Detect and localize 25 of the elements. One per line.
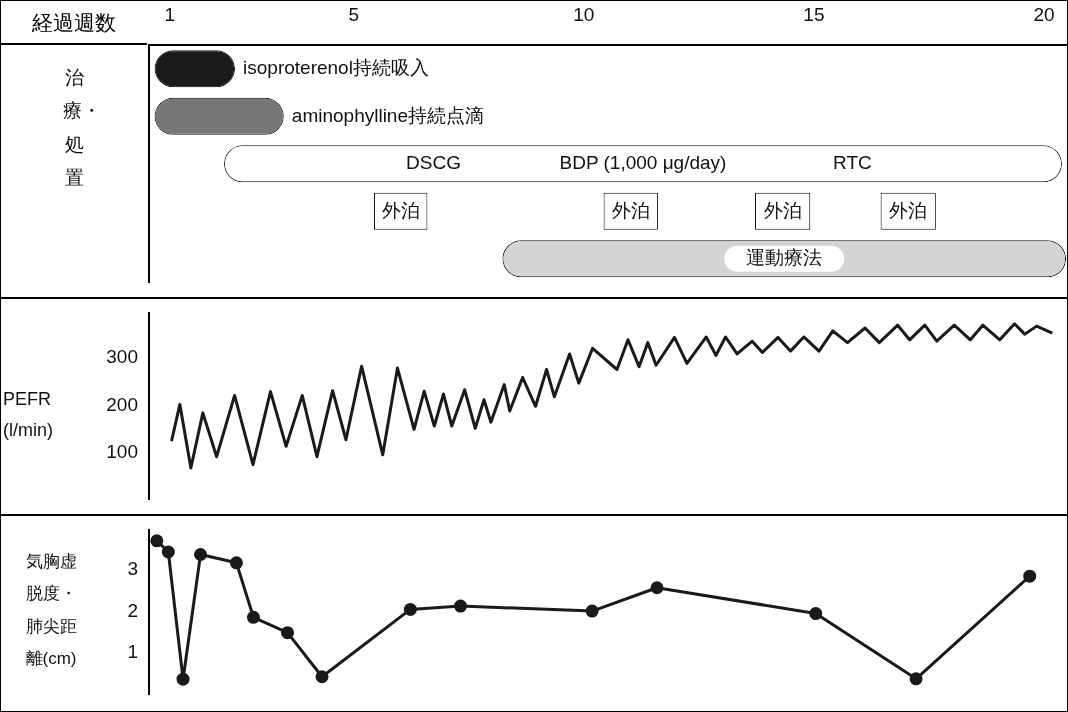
y-tick-label: 2 [127, 599, 138, 621]
x-tick-label: 15 [803, 3, 825, 25]
y-tick-label: 3 [127, 558, 138, 580]
y-axis-title: 治療・処置 [63, 66, 101, 190]
annotation: BDP (1,000 μg/day) [559, 152, 727, 174]
series-label: 外泊 [381, 199, 420, 221]
y-tick-label: 1 [127, 641, 138, 663]
y-axis-title: PEFR (l/min) [3, 388, 54, 442]
series-label: 運動療法 [746, 247, 823, 269]
x-tick-label: 5 [348, 3, 360, 25]
y-tick-label: 200 [106, 393, 138, 415]
series-label: 外泊 [763, 199, 802, 221]
x-tick-label: 1 [164, 3, 175, 25]
y-tick-label: 300 [106, 346, 138, 368]
x-tick-label: 20 [1033, 3, 1055, 25]
annotation: DSCG [406, 152, 461, 174]
x-tick-label: 10 [573, 3, 595, 25]
y-axis-title: 気胸虚脱度・肺尖距離(cm) [24, 551, 78, 670]
y-tick-label: 100 [106, 440, 138, 462]
series-label: isoproterenol持続吸入 [243, 56, 429, 78]
annotation: RTC [833, 152, 872, 174]
series-label: 外泊 [611, 199, 650, 221]
x-axis-title: 経過週数 [1, 1, 147, 45]
series-label: 外泊 [889, 199, 928, 221]
series-label: aminophylline持続点滴 [291, 104, 485, 126]
